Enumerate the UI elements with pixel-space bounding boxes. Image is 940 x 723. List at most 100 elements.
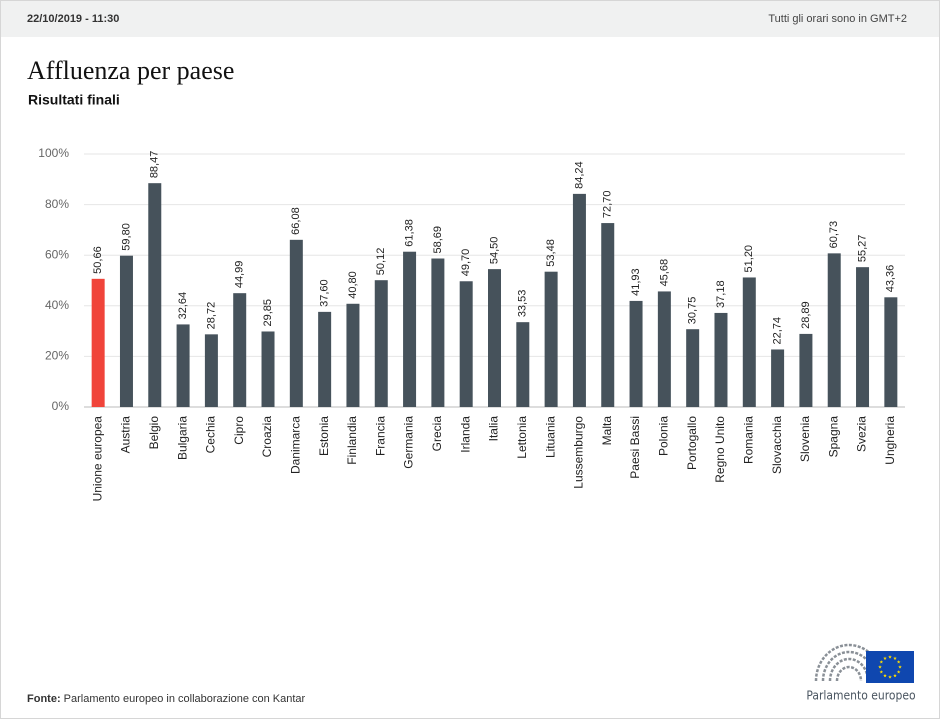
x-tick-label: Estonia [317, 416, 331, 456]
bar [544, 271, 558, 407]
value-label: 53,48 [545, 239, 557, 267]
bar [91, 278, 105, 407]
x-tick-label: Portogallo [685, 416, 699, 470]
x-tick-label: Paesi Bassi [628, 416, 642, 479]
bar [318, 311, 332, 407]
bar [601, 223, 615, 407]
value-label: 22,74 [772, 317, 784, 345]
value-label: 41,93 [630, 268, 642, 296]
bar [657, 291, 671, 407]
bar [233, 293, 247, 407]
x-tick-label: Grecia [430, 416, 444, 452]
chart-subtitle: Risultati finali [28, 92, 120, 108]
star [896, 660, 901, 664]
timezone-note: Tutti gli orari sono in GMT+2 [768, 13, 907, 25]
value-label: 58,69 [432, 226, 444, 254]
x-tick-label: Regno Unito [713, 416, 727, 483]
source: Fonte: Parlamento europeo in collaborazi… [27, 693, 306, 705]
x-tick-label: Unione europea [90, 416, 104, 502]
x-tick-label: Austria [119, 416, 133, 454]
x-tick-label: Ungheria [883, 416, 897, 465]
x-tick-label: Lussemburgo [572, 416, 586, 489]
value-label: 50,66 [92, 246, 104, 274]
y-tick-label: 60% [45, 247, 69, 261]
y-tick-label: 80% [45, 197, 69, 211]
star [879, 670, 884, 674]
bar [176, 324, 190, 407]
x-tick-label: Slovacchia [770, 416, 784, 474]
header-bar [1, 1, 939, 37]
x-tick-label: Cipro [232, 416, 246, 445]
star [883, 656, 887, 660]
flag-stars [878, 655, 902, 679]
star [879, 660, 884, 664]
value-label: 61,38 [403, 219, 415, 247]
bar [488, 269, 501, 407]
bar [516, 322, 530, 407]
value-label: 51,20 [743, 245, 755, 273]
bar [261, 331, 275, 407]
x-tick-label: Svezia [855, 416, 869, 452]
star [888, 675, 892, 679]
star [898, 665, 902, 669]
x-tick-label: Lettonia [515, 416, 529, 459]
bar [742, 277, 756, 407]
chart-title: Affluenza per paese [27, 56, 234, 85]
x-tick-label: Croazia [260, 416, 274, 458]
bar [148, 183, 162, 407]
value-label: 49,70 [460, 249, 472, 277]
timestamp: 22/10/2019 - 11:30 [27, 13, 119, 25]
x-tick-label: Irlanda [458, 416, 472, 453]
value-label: 37,18 [715, 280, 727, 308]
bar [827, 253, 841, 407]
bar [119, 255, 133, 407]
value-label: 72,70 [602, 191, 614, 219]
star [896, 670, 901, 674]
value-label: 84,24 [573, 161, 585, 189]
bar [346, 303, 360, 407]
value-label: 88,47 [149, 151, 161, 179]
bar [459, 281, 473, 407]
x-tick-label: Cechia [204, 416, 218, 454]
value-label: 43,36 [885, 265, 897, 293]
bar [714, 312, 728, 407]
x-tick-label: Polonia [657, 416, 671, 456]
x-tick-label: Bulgaria [175, 416, 189, 460]
value-label: 50,12 [375, 248, 387, 276]
value-label: 28,72 [205, 302, 217, 330]
star [878, 665, 882, 669]
y-tick-label: 40% [45, 298, 69, 312]
star [893, 673, 897, 678]
value-label: 37,60 [319, 279, 331, 307]
bar [204, 334, 218, 407]
source-label: Fonte: [27, 693, 61, 705]
value-label: 40,80 [347, 271, 359, 299]
star [893, 656, 897, 660]
star [888, 655, 892, 659]
bar [799, 333, 813, 407]
x-tick-label: Spagna [826, 416, 840, 458]
x-tick-label: Danimarca [288, 416, 302, 474]
logo: Parlamento europeo [806, 643, 916, 703]
value-label: 30,75 [687, 297, 699, 325]
value-label: 55,27 [856, 235, 868, 263]
logo-text: Parlamento europeo [806, 689, 916, 703]
source-text: Parlamento europeo in collaborazione con… [64, 693, 306, 705]
value-label: 44,99 [234, 261, 246, 289]
x-tick-label: Finlandia [345, 416, 359, 465]
star [883, 673, 887, 678]
y-tick-label: 20% [45, 349, 69, 363]
bar [629, 300, 643, 407]
y-tick-label: 0% [52, 399, 70, 413]
x-tick-label: Italia [487, 416, 501, 442]
x-tick-label: Romania [741, 416, 755, 464]
x-tick-label: Germania [402, 416, 416, 469]
bar [884, 297, 898, 407]
bar [431, 258, 445, 407]
x-tick-label: Malta [600, 416, 614, 446]
value-label: 59,80 [120, 223, 132, 251]
bar [856, 267, 870, 407]
value-label: 32,64 [177, 292, 189, 320]
